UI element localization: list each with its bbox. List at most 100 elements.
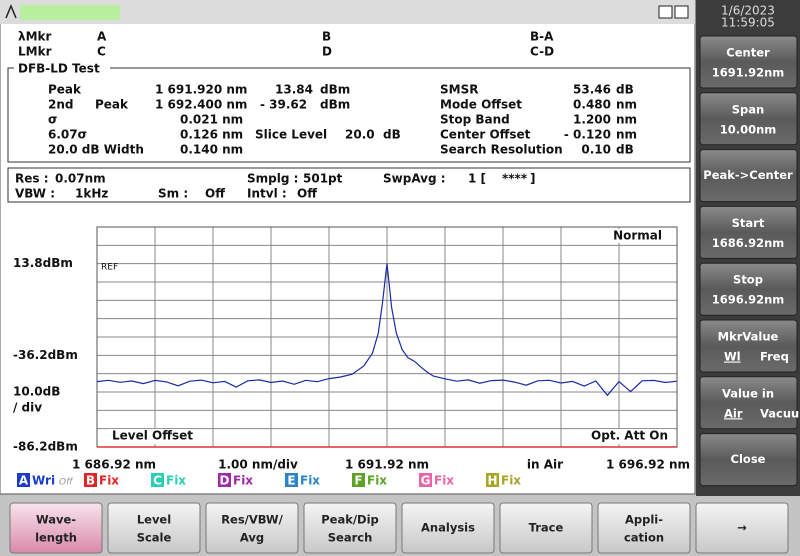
level-offset-label: Level Offset bbox=[112, 429, 193, 443]
analysis-text: 13.84 bbox=[275, 83, 313, 97]
bottom-key[interactable] bbox=[597, 502, 691, 554]
bottom-key[interactable] bbox=[9, 502, 103, 554]
analysis-text: 2nd bbox=[48, 98, 73, 112]
bottom-key-label: Analysis bbox=[421, 521, 475, 535]
bottom-key[interactable] bbox=[401, 502, 495, 554]
bottom-key-label: Peak/Dip bbox=[321, 513, 379, 527]
softkey[interactable] bbox=[699, 205, 798, 259]
analysis-label: Stop Band bbox=[440, 113, 510, 127]
spectrum-trace bbox=[96, 263, 678, 397]
maximize-button[interactable] bbox=[674, 5, 689, 19]
analysis-title: DFB-LD Test bbox=[18, 62, 100, 76]
bottom-key[interactable] bbox=[499, 502, 593, 554]
title-field bbox=[20, 5, 120, 20]
analysis-text: Peak bbox=[95, 98, 129, 112]
softkey[interactable] bbox=[699, 35, 798, 89]
analysis-value: 0.10 bbox=[581, 143, 611, 157]
analysis-unit: dB bbox=[616, 143, 634, 157]
setting-text: Res : bbox=[15, 172, 49, 186]
softkey-option: Freq bbox=[760, 350, 789, 364]
setting-text: **** bbox=[502, 172, 528, 186]
softkey-label: Span bbox=[732, 102, 764, 116]
trace-status: Fix bbox=[99, 474, 119, 488]
softkey-option: Air bbox=[724, 406, 743, 420]
analysis-unit: nm bbox=[616, 98, 637, 112]
marker-text: A bbox=[97, 30, 107, 44]
x-tick-label: 1 686.92 nm bbox=[72, 458, 156, 472]
minimize-button[interactable] bbox=[658, 5, 673, 19]
softkey-label: Stop bbox=[733, 273, 763, 287]
trace-badge bbox=[17, 473, 30, 487]
softkey[interactable] bbox=[699, 149, 798, 203]
softkey-label: MkrValue bbox=[718, 330, 779, 344]
y-div-label: 10.0dB bbox=[13, 385, 60, 399]
bottom-key-label: → bbox=[737, 521, 747, 535]
setting-text: 0.07nm bbox=[55, 172, 106, 186]
bottom-key-label: Appli- bbox=[625, 513, 663, 527]
trace-status: Fix bbox=[434, 474, 454, 488]
marker-text: B bbox=[322, 30, 331, 44]
analysis-text: 0.140 nm bbox=[180, 143, 243, 157]
bottom-key[interactable] bbox=[107, 502, 201, 554]
marker-text: C-D bbox=[530, 45, 554, 59]
marker-text: D bbox=[322, 45, 332, 59]
bottom-key-label: length bbox=[35, 531, 77, 545]
softkey-value: 10.00nm bbox=[720, 122, 777, 136]
bottom-key-label: Search bbox=[328, 531, 373, 545]
analysis-text: dB bbox=[383, 128, 401, 142]
softkey-value: 1696.92nm bbox=[712, 293, 785, 307]
y-tick-label: -36.2dBm bbox=[13, 348, 78, 362]
setting-text: ] bbox=[530, 172, 535, 186]
trace-status: Fix bbox=[233, 474, 253, 488]
analysis-value: - 0.120 bbox=[564, 128, 611, 142]
analysis-unit: nm bbox=[616, 113, 637, 127]
analysis-box bbox=[7, 67, 691, 163]
ref-label: REF bbox=[101, 263, 118, 273]
bottom-key[interactable] bbox=[303, 502, 397, 554]
softkey[interactable] bbox=[699, 376, 798, 430]
bottom-key-label: Res/VBW/ bbox=[221, 513, 283, 527]
trace-letter: E bbox=[287, 474, 295, 488]
bottom-key[interactable] bbox=[205, 502, 299, 554]
softkey-label: Value in bbox=[722, 386, 774, 400]
marker-text: B-A bbox=[530, 30, 554, 44]
softkey[interactable] bbox=[699, 433, 798, 487]
analysis-text: 1 691.920 nm bbox=[155, 83, 247, 97]
bottom-key-label: Level bbox=[137, 513, 171, 527]
setting-text: Intvl : bbox=[247, 187, 287, 201]
trace-status: Fix bbox=[166, 474, 186, 488]
trace-status: Fix bbox=[367, 474, 387, 488]
analysis-unit: dB bbox=[616, 83, 634, 97]
marker-text: λMkr bbox=[18, 30, 52, 44]
setting-text: Sm : bbox=[158, 187, 188, 201]
analysis-text: Peak bbox=[48, 83, 82, 97]
trace-badge bbox=[151, 473, 164, 487]
softkey-value: 1691.92nm bbox=[712, 66, 785, 80]
softkey-label: Peak->Center bbox=[703, 168, 793, 182]
bottom-key-label: Scale bbox=[137, 531, 172, 545]
y-tick-label: 13.8dBm bbox=[13, 256, 73, 270]
softkey[interactable] bbox=[699, 262, 798, 316]
trace-status: Fix bbox=[501, 474, 521, 488]
analysis-unit: nm bbox=[616, 128, 637, 142]
analysis-label: Mode Offset bbox=[440, 98, 522, 112]
y-tick-label: -86.2dBm bbox=[13, 440, 78, 454]
x-tick-label: 1 691.92 nm bbox=[345, 458, 429, 472]
trace-badge bbox=[352, 473, 365, 487]
bottom-key[interactable] bbox=[695, 502, 789, 554]
analysis-text: 6.07σ bbox=[48, 128, 87, 142]
setting-text: 1 [ bbox=[468, 172, 486, 186]
softkey[interactable] bbox=[699, 319, 798, 373]
softkey-option: Wl bbox=[724, 350, 741, 364]
analysis-label: Search Resolution bbox=[440, 143, 563, 157]
spectrum-chart: 13.8dBm -36.2dBm -86.2dBm 1 686.92 nm 1 691.… bbox=[13, 226, 690, 472]
analysis-value: 53.46 bbox=[573, 83, 611, 97]
trace-badge bbox=[218, 473, 231, 487]
trace-badge bbox=[486, 473, 499, 487]
logo bbox=[5, 4, 17, 19]
medium-label: in Air bbox=[527, 458, 563, 472]
setting-text: SwpAvg : bbox=[383, 172, 446, 186]
softkey[interactable] bbox=[699, 92, 798, 146]
analysis-text: 0.021 nm bbox=[180, 113, 243, 127]
analysis-text: 1 692.400 nm bbox=[155, 98, 247, 112]
